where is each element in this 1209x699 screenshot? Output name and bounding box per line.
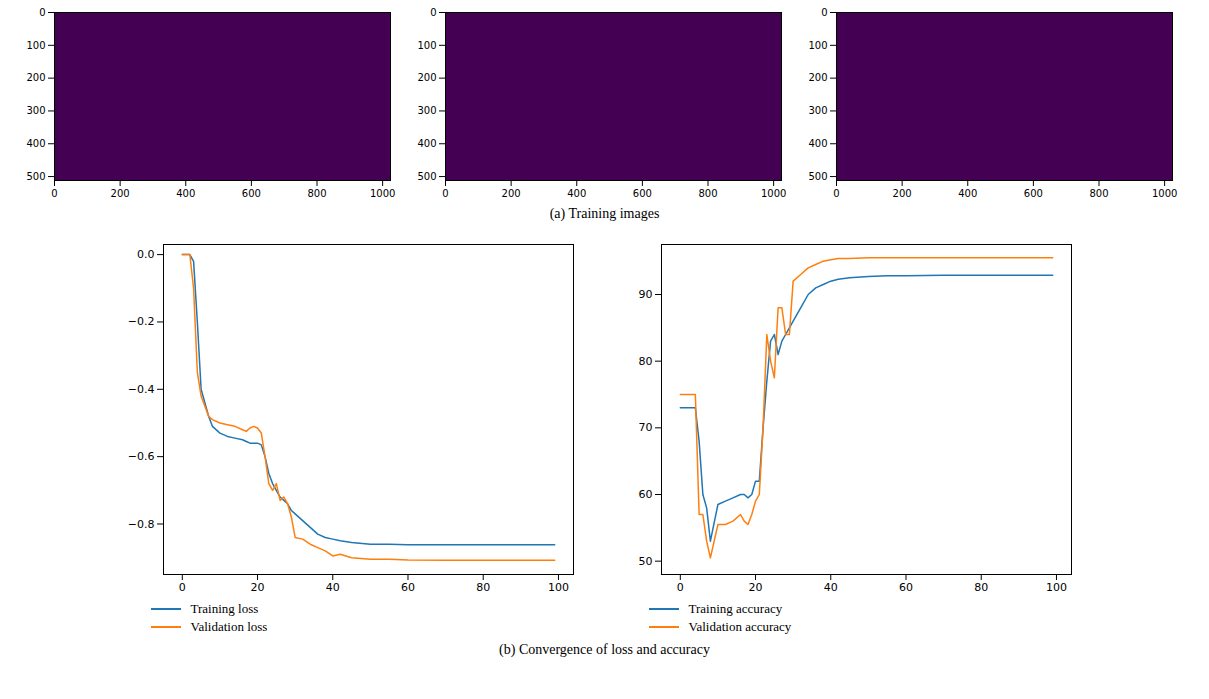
html-text:Validation loss: Validation loss [190,619,268,634]
svg-text:50: 50 [638,555,652,568]
svg-text:100: 100 [26,40,45,51]
svg-text:−0.4: −0.4 [127,383,154,396]
svg-text:600: 600 [633,188,652,199]
svg-text:500: 500 [26,171,45,182]
svg-text:40: 40 [823,581,837,594]
html-text:Validation accuracy: Validation accuracy [688,619,792,634]
svg-text:100: 100 [1045,581,1066,594]
svg-text:−0.6: −0.6 [127,450,154,463]
svg-text:80: 80 [638,355,652,368]
svg-text:100: 100 [417,40,436,51]
svg-text:800: 800 [307,188,326,199]
svg-text:200: 200 [26,72,45,83]
svg-text:300: 300 [808,105,827,116]
svg-text:0: 0 [676,581,683,594]
svg-text:0: 0 [821,7,827,18]
svg-text:1000: 1000 [1152,188,1177,199]
svg-text:80: 80 [476,581,490,594]
svg-text:400: 400 [958,188,977,199]
svg-text:300: 300 [26,105,45,116]
svg-text:70: 70 [638,421,652,434]
svg-text:20: 20 [748,581,762,594]
svg-text:60: 60 [400,581,414,594]
svg-text:600: 600 [242,188,261,199]
html-text:Training accuracy: Training accuracy [688,601,783,616]
svg-text:400: 400 [26,138,45,149]
svg-text:0: 0 [442,188,448,199]
svg-text:0: 0 [430,7,436,18]
svg-text:400: 400 [417,138,436,149]
svg-text:−0.8: −0.8 [127,518,154,531]
svg-text:600: 600 [1024,188,1043,199]
svg-text:90: 90 [638,288,652,301]
svg-text:20: 20 [250,581,264,594]
svg-text:800: 800 [1089,188,1108,199]
svg-text:−0.2: −0.2 [127,315,154,328]
svg-text:1000: 1000 [370,188,395,199]
svg-text:400: 400 [808,138,827,149]
svg-text:80: 80 [974,581,988,594]
svg-text:200: 200 [417,72,436,83]
svg-text:100: 100 [547,581,568,594]
svg-text:400: 400 [567,188,586,199]
svg-text:200: 200 [111,188,130,199]
svg-text:0.0: 0.0 [137,248,155,261]
svg-text:60: 60 [638,488,652,501]
svg-text:100: 100 [808,40,827,51]
svg-text:200: 200 [808,72,827,83]
svg-text:60: 60 [898,581,912,594]
html-text:(b) Convergence of loss and ac: (b) Convergence of loss and accuracy [499,642,710,657]
svg-text:400: 400 [176,188,195,199]
svg-text:0: 0 [51,188,57,199]
svg-text:500: 500 [417,171,436,182]
html-text:Training loss: Training loss [190,601,259,616]
html-text:(a) Training images: (a) Training images [549,206,660,221]
svg-text:0: 0 [39,7,45,18]
svg-text:800: 800 [698,188,717,199]
svg-text:200: 200 [502,188,521,199]
svg-text:0: 0 [833,188,839,199]
svg-text:0: 0 [178,581,185,594]
svg-text:200: 200 [893,188,912,199]
svg-text:1000: 1000 [761,188,786,199]
svg-text:40: 40 [325,581,339,594]
svg-text:500: 500 [808,171,827,182]
svg-text:300: 300 [417,105,436,116]
